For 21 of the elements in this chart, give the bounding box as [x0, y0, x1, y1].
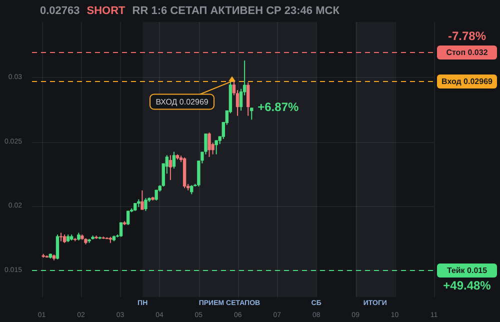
candlestick: [250, 107, 254, 120]
candlestick: [119, 222, 123, 238]
candlestick: [168, 154, 172, 181]
candlestick: [172, 151, 176, 169]
text: -7.78%: [448, 28, 486, 43]
annotation: ВХОД 0.02969: [156, 97, 209, 106]
candlestick: [246, 82, 250, 116]
candlestick: [208, 132, 211, 158]
ref-line-label: Вход 0.02969: [442, 77, 494, 86]
candlestick: [140, 190, 144, 210]
chart-subtitle: SHORT: [86, 5, 126, 17]
candlestick: [126, 210, 130, 226]
ref-line-label: Тейк 0.015: [446, 266, 488, 276]
text: RR 1:6 СЕТАП АКТИВЕН СР 23:46 МСК: [132, 5, 340, 17]
candlestick: [214, 140, 218, 155]
candlestick: [144, 198, 148, 212]
annotation: +6.87%: [258, 100, 299, 114]
candlestick: [56, 234, 60, 260]
text: +49.48%: [443, 278, 492, 292]
chart-title: 0.02763: [40, 5, 80, 17]
ref-line-label: Стоп 0.032: [446, 48, 488, 58]
